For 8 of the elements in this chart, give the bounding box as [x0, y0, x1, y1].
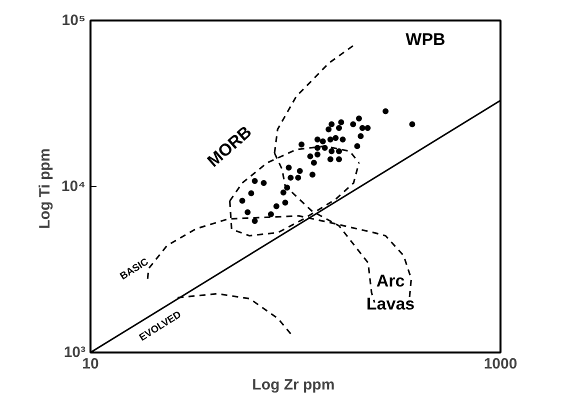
- annotation: WPB: [406, 30, 446, 49]
- x-tick-label: 1000: [484, 356, 518, 372]
- y-tick-label: 10⁵: [62, 12, 86, 29]
- annotation: Arc Lavas: [366, 272, 415, 314]
- x-axis-title: Log Zr ppm: [252, 376, 335, 394]
- y-tick-label: 10⁴: [61, 178, 86, 195]
- y-axis-title: Log Ti ppm: [36, 148, 54, 229]
- x-tick-label: 10: [82, 356, 99, 372]
